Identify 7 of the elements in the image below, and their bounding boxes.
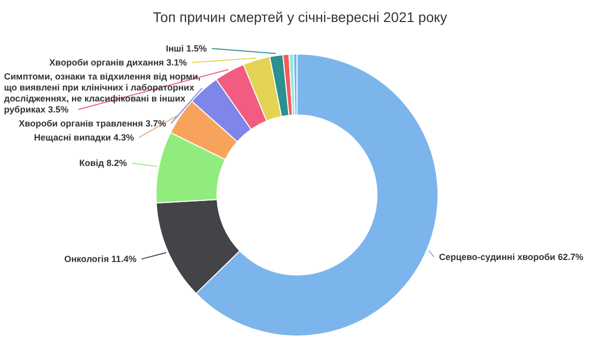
slice-label: Ковід 8.2%	[79, 158, 127, 168]
slice-label: Серцево-судинні хвороби 62.7%	[438, 252, 584, 262]
slice-label: Інші 1.5%	[166, 44, 207, 54]
slice-label: Нещасні випадки 4.3%	[34, 132, 134, 142]
slice-label: Онкологія 11.4%	[64, 254, 136, 264]
slice-label: Хвороби органів дихання 3.1%	[49, 58, 187, 68]
chart-title: Топ причин смертей у січні-вересні 2021 року	[152, 9, 448, 25]
